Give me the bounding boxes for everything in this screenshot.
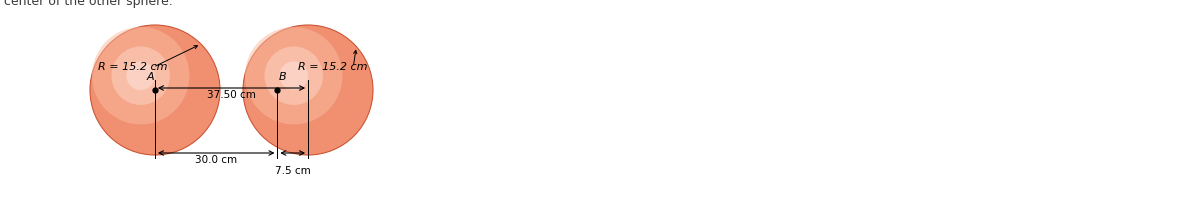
Text: 30.0 cm: 30.0 cm	[196, 155, 238, 165]
Text: B: B	[278, 72, 287, 82]
Circle shape	[126, 61, 155, 90]
Text: 37.50 cm: 37.50 cm	[208, 90, 256, 100]
Circle shape	[245, 27, 342, 125]
Text: R = 15.2 cm: R = 15.2 cm	[98, 62, 168, 72]
Circle shape	[90, 25, 220, 155]
Text: R = 15.2 cm: R = 15.2 cm	[299, 62, 367, 72]
Circle shape	[264, 46, 323, 105]
Text: sphere and 30.0 cm from the center of the other sphere.: sphere and 30.0 cm from the center of th…	[0, 0, 173, 8]
Text: 7.5 cm: 7.5 cm	[275, 166, 311, 176]
Text: A: A	[146, 72, 154, 82]
Circle shape	[92, 27, 190, 125]
Circle shape	[112, 46, 170, 105]
Circle shape	[242, 25, 373, 155]
Circle shape	[280, 61, 308, 90]
